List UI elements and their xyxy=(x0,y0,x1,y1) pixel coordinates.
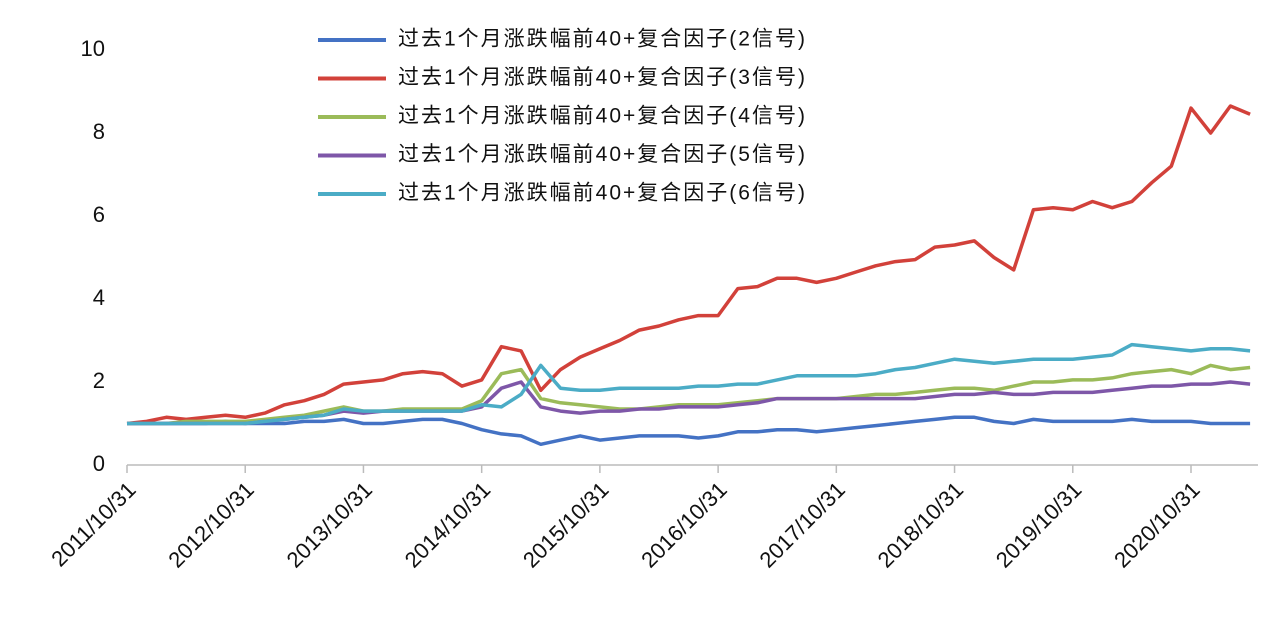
x-tick-label: 2014/10/31 xyxy=(400,477,496,573)
series-line xyxy=(126,104,1251,426)
y-tick-label: 4 xyxy=(93,285,105,310)
y-tick-label: 8 xyxy=(93,119,105,144)
legend-label: 过去1个月涨跌幅前40+复合因子(4信号) xyxy=(398,105,807,128)
legend-label: 过去1个月涨跌幅前40+复合因子(2信号) xyxy=(398,28,807,51)
x-tick-label: 2015/10/31 xyxy=(518,477,614,573)
legend-label: 过去1个月涨跌幅前40+复合因子(6信号) xyxy=(398,182,807,205)
y-tick-label: 2 xyxy=(93,368,105,393)
series-line xyxy=(127,342,1251,426)
y-tick-label: 0 xyxy=(93,451,105,476)
y-tick-label: 10 xyxy=(81,36,105,61)
y-tick-label: 6 xyxy=(93,202,105,227)
series-line xyxy=(127,415,1251,447)
x-tick-label: 2016/10/31 xyxy=(636,477,732,573)
x-tick-label: 2017/10/31 xyxy=(754,477,850,573)
x-tick-label: 2019/10/31 xyxy=(991,477,1087,573)
x-tick-label: 2020/10/31 xyxy=(1109,477,1205,573)
series-line xyxy=(127,363,1251,426)
x-tick-label: 2011/10/31 xyxy=(46,477,140,571)
x-tick-label: 2018/10/31 xyxy=(873,477,969,573)
legend-label: 过去1个月涨跌幅前40+复合因子(3信号) xyxy=(398,66,807,89)
x-tick-label: 2013/10/31 xyxy=(282,477,378,573)
x-tick-label: 2012/10/31 xyxy=(163,477,259,573)
legend-label: 过去1个月涨跌幅前40+复合因子(5信号) xyxy=(398,143,807,166)
